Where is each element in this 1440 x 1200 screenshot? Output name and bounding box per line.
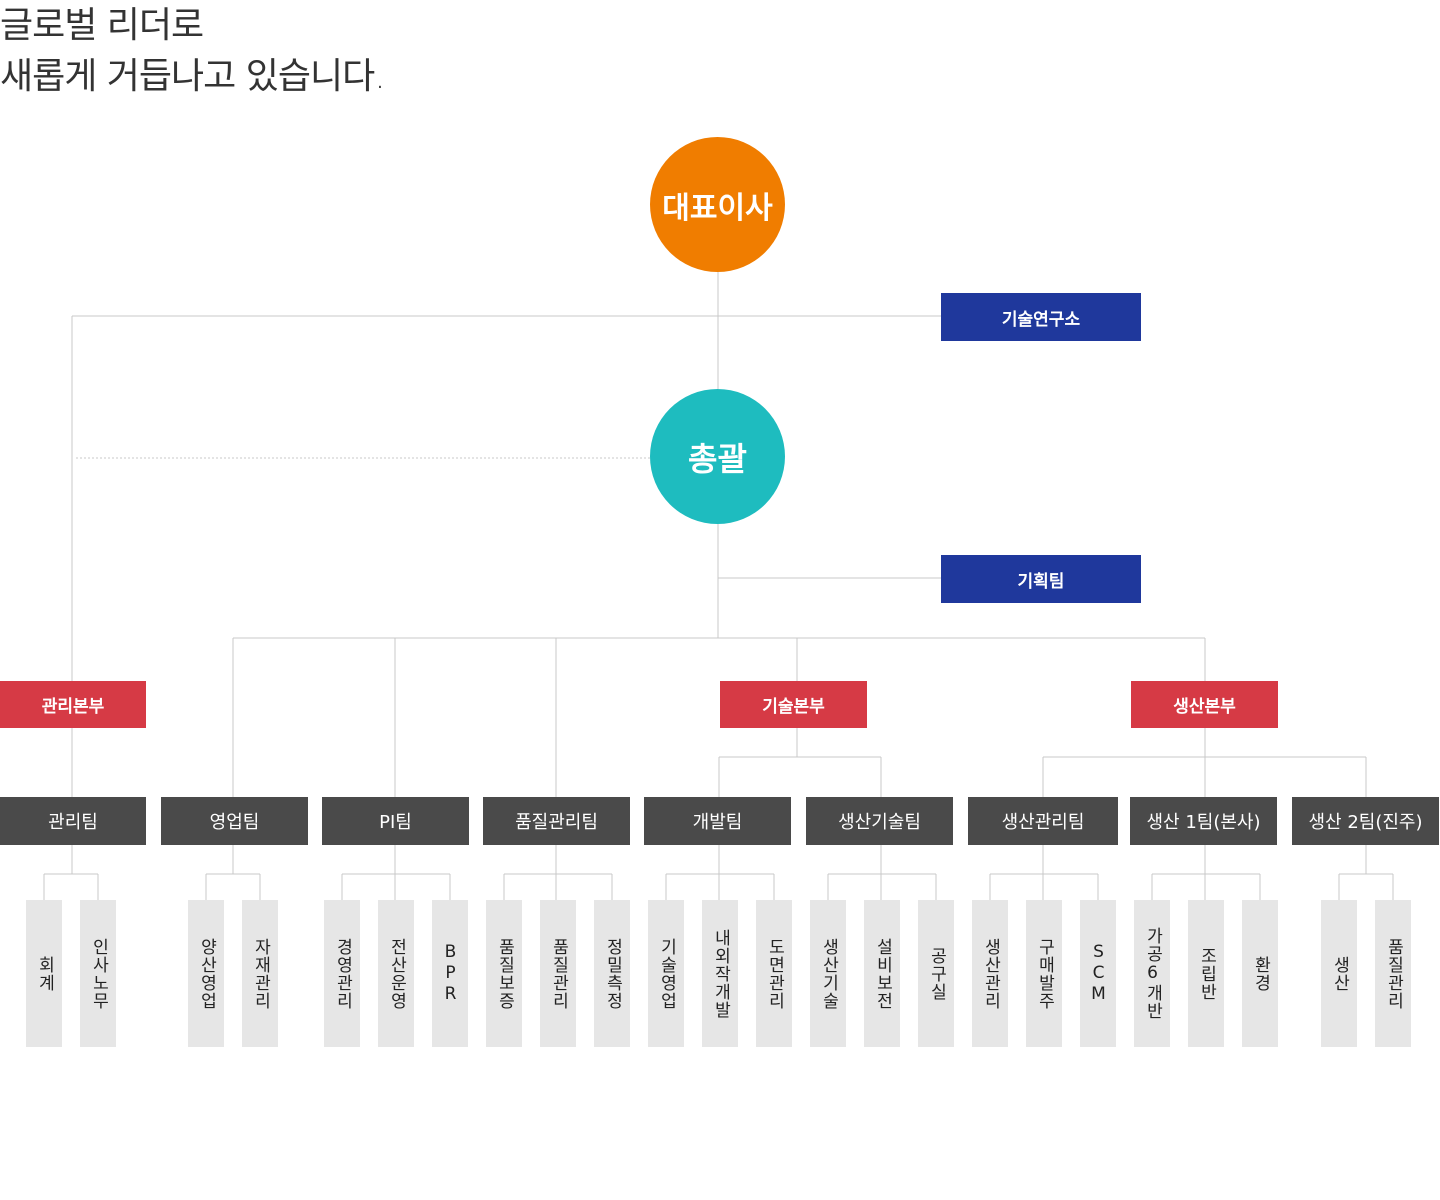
unit-label: 내외작개발 (710, 928, 731, 1019)
unit-label: 회계 (34, 955, 55, 992)
unit-label: SCM (1088, 942, 1109, 1005)
team-prodmgmt-label: 생산관리팀 (1001, 812, 1085, 833)
unit-label: 가공6개반 (1142, 927, 1163, 1020)
unit-label: 경영관리 (332, 937, 353, 1010)
unit-label: 품질보증 (494, 937, 515, 1010)
unit-prodmgmt-1: 생산관리 (972, 900, 1008, 1047)
unit-label: BPR (440, 942, 461, 1005)
headline: 글로벌 리더로 새롭게 거듭나고 있습니다. (0, 0, 386, 102)
unit-quality-2: 품질관리 (540, 900, 576, 1047)
unit-sales-1: 양산영업 (188, 900, 224, 1047)
division-production-label: 생산본부 (1173, 697, 1236, 717)
unit-pi-1: 경영관리 (324, 900, 360, 1047)
team-prod1-label: 생산 1팀(본사) (1146, 812, 1261, 833)
unit-prodmgmt-2: 구매발주 (1026, 900, 1062, 1047)
lab-box: 기술연구소 (941, 293, 1141, 341)
unit-label: 품질관리 (548, 937, 569, 1010)
team-sales: 영업팀 (161, 797, 308, 845)
division-admin-label: 관리본부 (41, 697, 105, 717)
unit-quality-3: 정밀측정 (594, 900, 630, 1047)
unit-label: 양산영업 (196, 937, 217, 1010)
unit-label: 조립반 (1196, 946, 1217, 1001)
lab-label: 기술연구소 (1001, 309, 1081, 330)
unit-prod2-2: 품질관리 (1375, 900, 1411, 1047)
unit-label: 구매발주 (1034, 937, 1055, 1010)
unit-prod1-2: 조립반 (1188, 900, 1224, 1047)
unit-prodtech-1: 생산기술 (810, 900, 846, 1047)
unit-label: 인사노무 (88, 937, 109, 1010)
unit-dev-3: 도면관리 (756, 900, 792, 1047)
unit-prodtech-3: 공구실 (918, 900, 954, 1047)
headline-line-1: 글로벌 리더로 (0, 5, 204, 46)
team-quality: 품질관리팀 (483, 797, 630, 845)
team-admin-label: 관리팀 (48, 812, 98, 833)
unit-admin-1: 회계 (26, 900, 62, 1047)
team-prodtech-label: 생산기술팀 (838, 812, 921, 833)
planning-label: 기획팀 (1017, 571, 1065, 592)
team-admin: 관리팀 (0, 797, 146, 845)
unit-prodtech-2: 설비보전 (864, 900, 900, 1047)
team-prod2-label: 생산 2팀(진주) (1308, 812, 1423, 833)
unit-label: 환경 (1250, 955, 1271, 992)
unit-label: 설비보전 (872, 937, 893, 1010)
unit-prod1-3: 환경 (1242, 900, 1278, 1047)
ceo-node: 대표이사 (650, 137, 785, 272)
division-tech: 기술본부 (720, 681, 867, 728)
division-production: 생산본부 (1131, 681, 1278, 728)
unit-dev-1: 기술영업 (648, 900, 684, 1047)
division-tech-label: 기술본부 (762, 697, 825, 717)
team-pi: PI팀 (322, 797, 469, 845)
planning-box: 기획팀 (941, 555, 1141, 603)
unit-prodmgmt-3: SCM (1080, 900, 1116, 1047)
unit-label: 기술영업 (656, 937, 677, 1010)
unit-label: 도면관리 (764, 937, 785, 1010)
unit-label: 공구실 (926, 946, 947, 1001)
team-prodtech: 생산기술팀 (806, 797, 953, 845)
unit-pi-2: 전산운영 (378, 900, 414, 1047)
headline-line-2: 새롭게 거듭나고 있습니다. (0, 56, 386, 97)
unit-dev-2: 내외작개발 (702, 900, 738, 1047)
unit-prod2-1: 생산 (1321, 900, 1357, 1047)
team-quality-label: 품질관리팀 (515, 812, 598, 833)
team-dev-label: 개발팀 (692, 812, 743, 833)
unit-label: 전산운영 (386, 937, 407, 1010)
team-dev: 개발팀 (644, 797, 791, 845)
unit-quality-1: 품질보증 (486, 900, 522, 1047)
unit-label: 생산 (1329, 955, 1350, 992)
team-sales-label: 영업팀 (209, 812, 260, 833)
unit-admin-2: 인사노무 (80, 900, 116, 1047)
unit-label: 생산기술 (818, 937, 839, 1010)
team-prod1: 생산 1팀(본사) (1130, 797, 1277, 845)
unit-pi-3: BPR (432, 900, 468, 1047)
unit-label: 생산관리 (980, 937, 1001, 1010)
unit-label: 정밀측정 (602, 937, 623, 1010)
team-pi-label: PI팀 (379, 812, 412, 833)
team-prodmgmt: 생산관리팀 (968, 797, 1118, 845)
unit-prod1-1: 가공6개반 (1134, 900, 1170, 1047)
general-label: 총괄 (688, 439, 747, 478)
unit-label: 자재관리 (250, 937, 271, 1010)
ceo-label: 대표이사 (662, 190, 773, 226)
unit-label: 품질관리 (1383, 937, 1404, 1010)
team-prod2: 생산 2팀(진주) (1292, 797, 1439, 845)
division-admin: 관리본부 (0, 681, 146, 728)
unit-sales-2: 자재관리 (242, 900, 278, 1047)
general-node: 총괄 (650, 389, 785, 524)
